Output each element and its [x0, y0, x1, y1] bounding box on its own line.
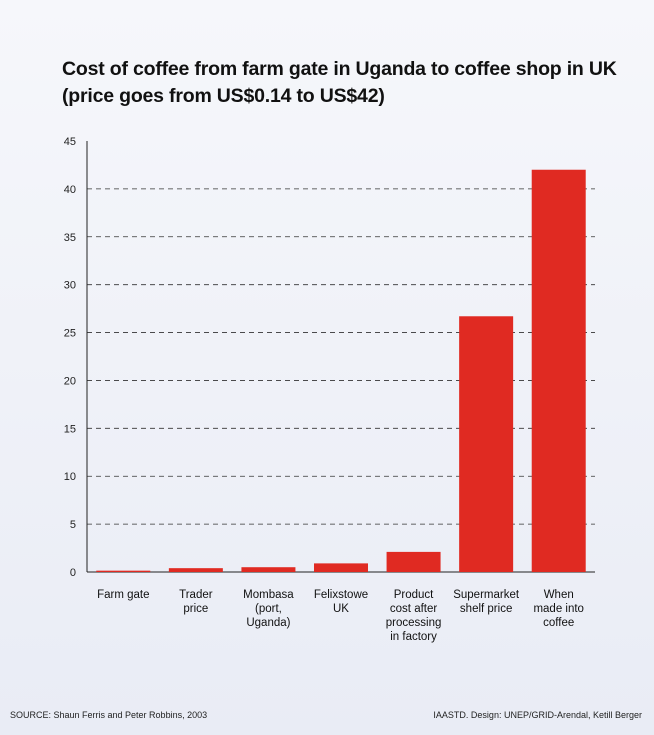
- y-tick-label: 15: [64, 423, 76, 435]
- bar: [168, 568, 223, 572]
- bar: [531, 169, 586, 572]
- chart-title-line-1: Cost of coffee from farm gate in Uganda …: [62, 58, 617, 80]
- y-tick-label: 0: [70, 567, 76, 579]
- bar: [459, 316, 514, 572]
- chart-title-line-2: (price goes from US$0.14 to US$42): [62, 85, 385, 107]
- x-category-label: Mombasa (port, Uganda): [243, 589, 294, 629]
- y-tick-label: 40: [64, 184, 76, 196]
- x-category-label: Felixstowe UK: [314, 589, 368, 615]
- x-category-label: Supermarket shelf price: [453, 589, 520, 615]
- y-tick-label: 45: [64, 136, 76, 148]
- bar: [96, 570, 151, 572]
- bar: [386, 551, 441, 572]
- chart-title: Cost of coffee from farm gate in Uganda …: [62, 56, 642, 110]
- plot-area: [87, 141, 595, 572]
- design-credit: IAASTD. Design: UNEP/GRID-Arendal, Ketil…: [433, 710, 642, 720]
- y-tick-label: 20: [64, 375, 76, 387]
- bar: [314, 563, 368, 572]
- y-tick-label: 10: [64, 471, 76, 483]
- y-tick-label: 35: [64, 232, 76, 244]
- y-tick-label: 5: [70, 519, 76, 531]
- x-category-label: When made into coffee: [533, 589, 584, 629]
- y-tick-label: 30: [64, 280, 76, 292]
- bar: [241, 567, 296, 572]
- x-category-label: Trader price: [179, 589, 213, 615]
- x-category-label: Product cost after processing in factory: [386, 589, 442, 643]
- x-category-label: Farm gate: [97, 589, 149, 601]
- source-note: SOURCE: Shaun Ferris and Peter Robbins, …: [10, 710, 208, 720]
- y-tick-label: 25: [64, 328, 76, 340]
